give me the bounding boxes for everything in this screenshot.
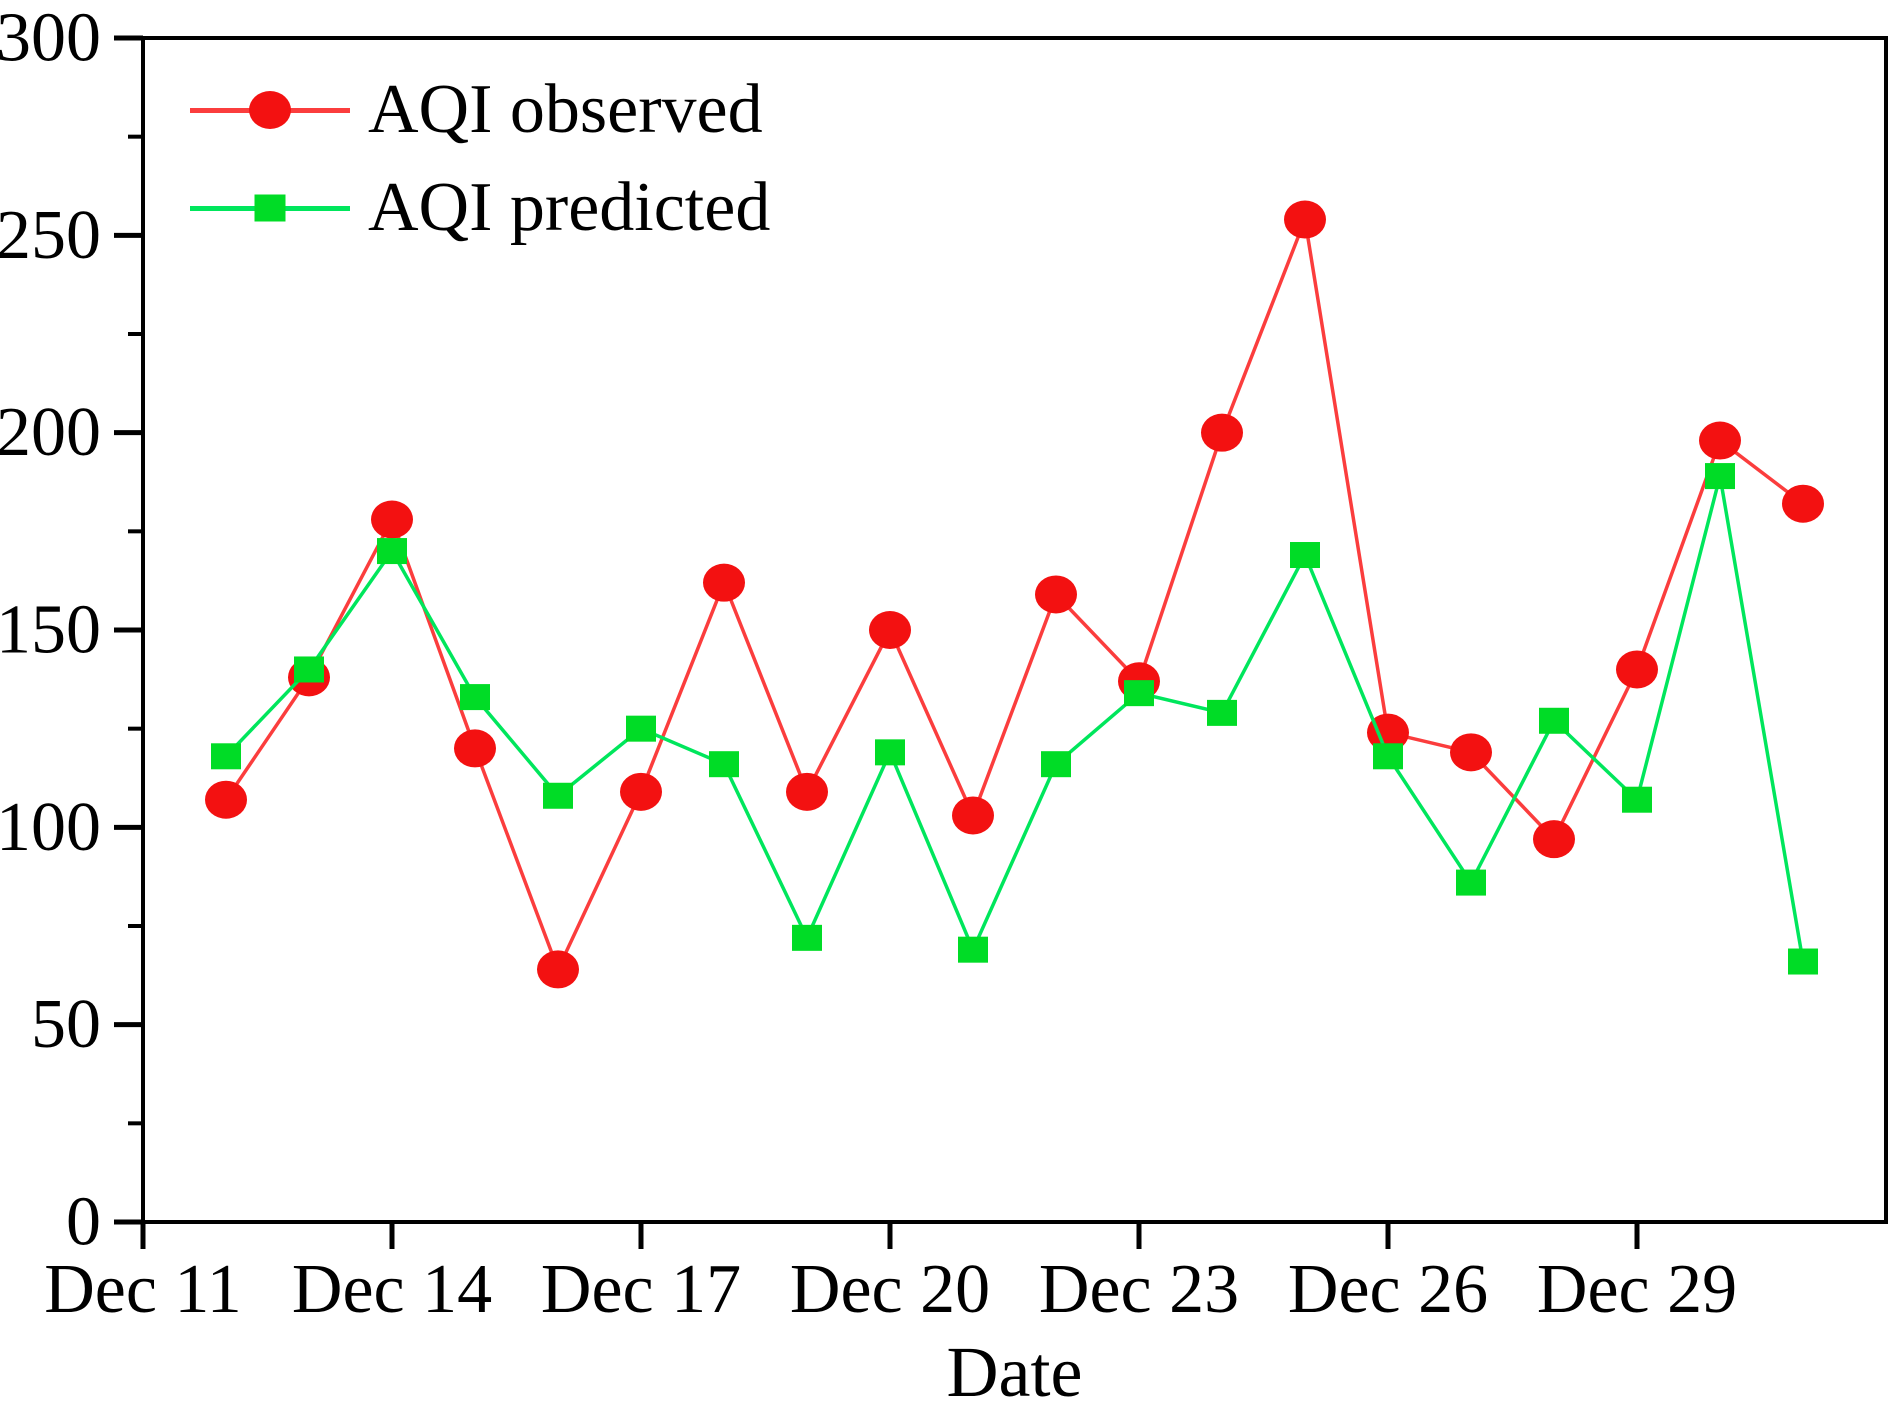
y-tick-label: 250 — [0, 197, 101, 274]
legend: AQI observed AQI predicted — [190, 61, 770, 257]
data-point-predicted — [1290, 542, 1320, 569]
data-point-observed — [620, 772, 662, 811]
data-point-observed — [1201, 413, 1243, 452]
data-point-observed — [952, 796, 994, 835]
data-point-predicted — [377, 538, 407, 565]
x-tick-label: Dec 14 — [292, 1251, 492, 1328]
data-point-observed — [703, 563, 745, 602]
legend-item-predicted: AQI predicted — [190, 159, 770, 257]
predicted-square-marker-icon — [254, 194, 286, 222]
observed-circle-marker-icon — [249, 91, 291, 129]
observed-legend-line — [190, 91, 350, 129]
data-point-predicted — [792, 924, 822, 951]
data-point-observed — [537, 950, 579, 989]
data-point-predicted — [543, 782, 573, 809]
data-point-observed — [1699, 421, 1741, 460]
y-tick-label: 100 — [0, 789, 101, 866]
data-point-predicted — [958, 936, 988, 963]
y-tick-label: 300 — [0, 0, 101, 77]
data-point-predicted — [460, 684, 490, 711]
legend-label-observed: AQI observed — [368, 71, 763, 148]
data-point-observed — [1367, 713, 1409, 752]
y-tick-label: 0 — [66, 1184, 101, 1261]
data-point-predicted — [294, 656, 324, 683]
x-axis-title: Date — [946, 1332, 1083, 1412]
data-point-predicted — [1207, 699, 1237, 726]
data-point-predicted — [1124, 680, 1154, 707]
data-point-predicted — [1705, 463, 1735, 490]
x-tick-label: Dec 26 — [1288, 1251, 1488, 1328]
series-line-predicted — [224, 475, 1805, 962]
data-point-predicted — [1539, 707, 1569, 734]
data-point-observed — [205, 780, 247, 819]
data-point-predicted — [626, 715, 656, 742]
x-tick-label: Dec 20 — [790, 1251, 990, 1328]
data-point-predicted — [211, 743, 241, 770]
y-tick-label: 50 — [31, 986, 101, 1063]
data-point-predicted — [1041, 751, 1071, 778]
x-tick-label: Dec 11 — [44, 1251, 242, 1328]
data-point-predicted — [1788, 948, 1818, 975]
data-point-predicted — [1622, 786, 1652, 813]
x-tick-label: Dec 29 — [1537, 1251, 1737, 1328]
data-point-observed — [371, 500, 413, 539]
data-point-observed — [786, 772, 828, 811]
data-point-observed — [1782, 484, 1824, 523]
data-point-observed — [869, 611, 911, 649]
x-tick-label: Dec 23 — [1039, 1251, 1239, 1328]
data-point-predicted — [1373, 743, 1403, 770]
data-point-predicted — [875, 739, 905, 766]
y-tick-label: 200 — [0, 394, 101, 471]
y-tick-label: 150 — [0, 592, 101, 669]
legend-item-observed: AQI observed — [190, 61, 770, 159]
series-line-observed — [224, 212, 1805, 974]
data-point-observed — [1616, 650, 1658, 689]
data-point-observed — [1035, 575, 1077, 614]
legend-label-predicted: AQI predicted — [368, 169, 771, 246]
data-point-observed — [1533, 820, 1575, 859]
data-point-observed — [454, 729, 496, 768]
data-point-predicted — [709, 751, 739, 778]
data-point-observed — [1284, 200, 1326, 239]
data-point-predicted — [1456, 869, 1486, 896]
x-tick-label: Dec 17 — [541, 1251, 741, 1328]
predicted-legend-line — [190, 194, 350, 222]
data-point-observed — [1450, 733, 1492, 772]
